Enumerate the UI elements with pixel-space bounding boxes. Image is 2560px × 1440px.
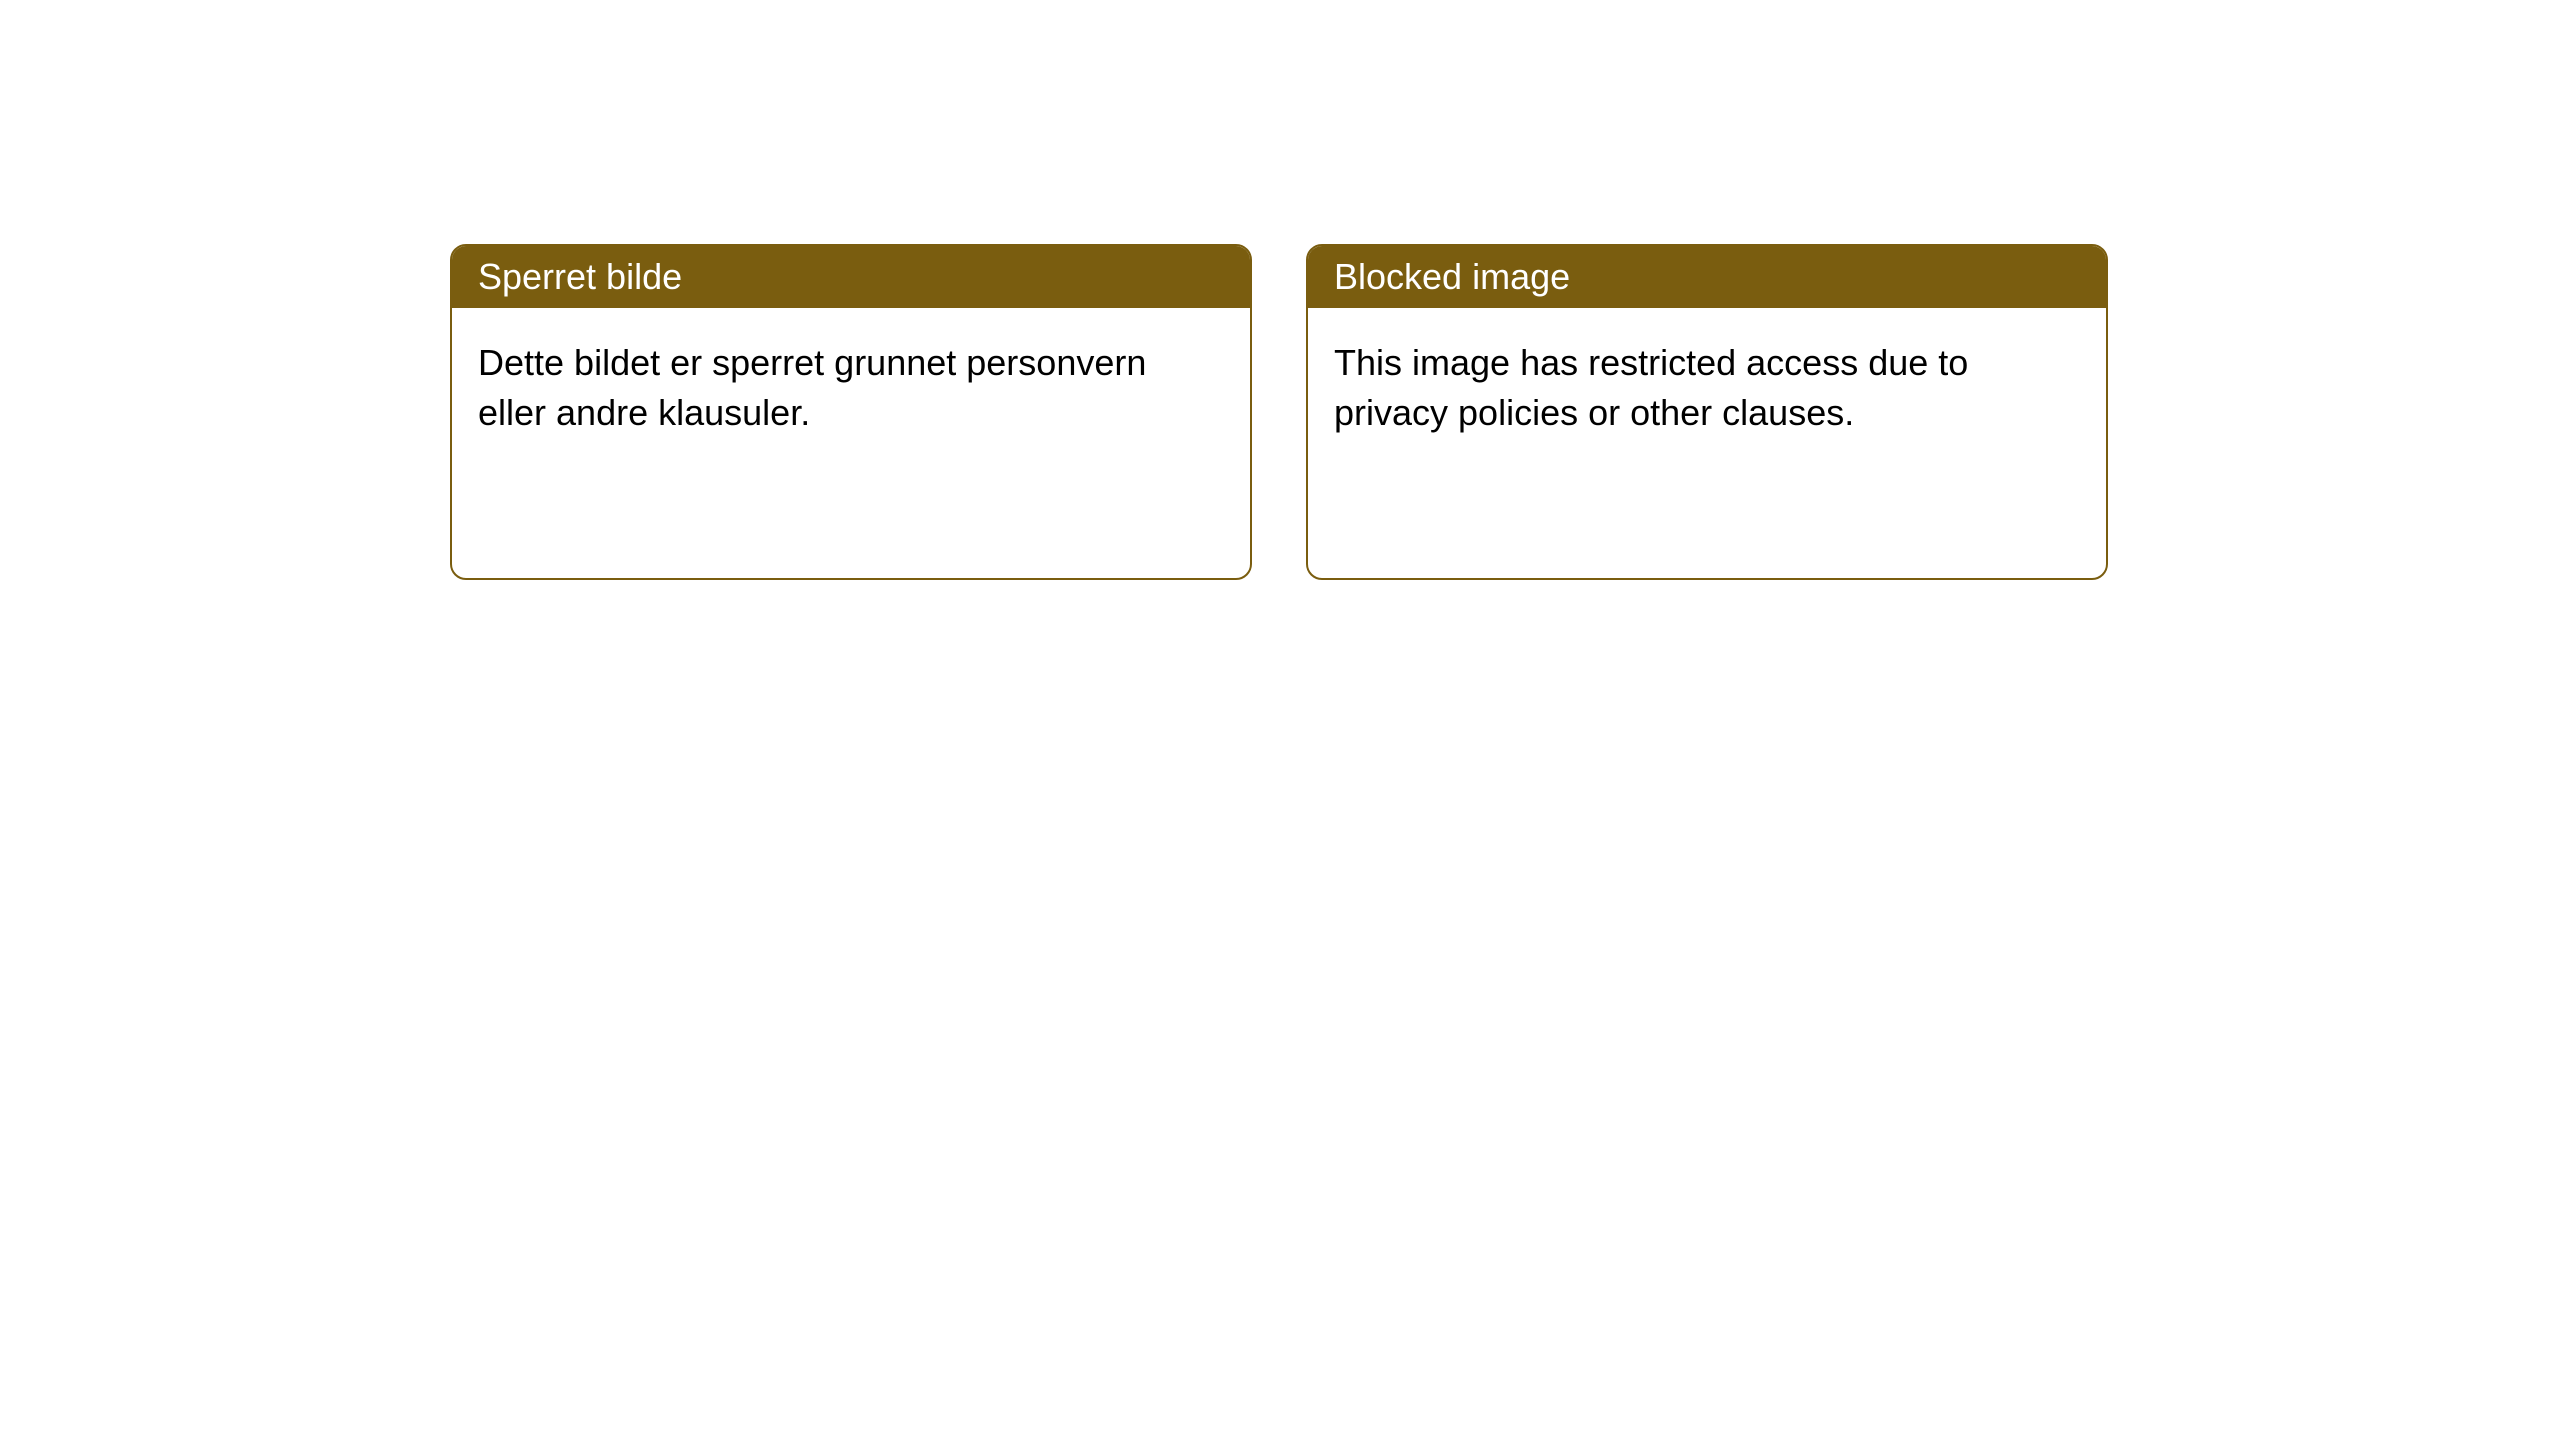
- notice-container: Sperret bilde Dette bildet er sperret gr…: [0, 0, 2560, 580]
- notice-header-norwegian: Sperret bilde: [452, 246, 1250, 308]
- notice-body-english: This image has restricted access due to …: [1308, 308, 2106, 578]
- notice-card-english: Blocked image This image has restricted …: [1306, 244, 2108, 580]
- notice-header-english: Blocked image: [1308, 246, 2106, 308]
- notice-card-norwegian: Sperret bilde Dette bildet er sperret gr…: [450, 244, 1252, 580]
- notice-body-norwegian: Dette bildet er sperret grunnet personve…: [452, 308, 1250, 578]
